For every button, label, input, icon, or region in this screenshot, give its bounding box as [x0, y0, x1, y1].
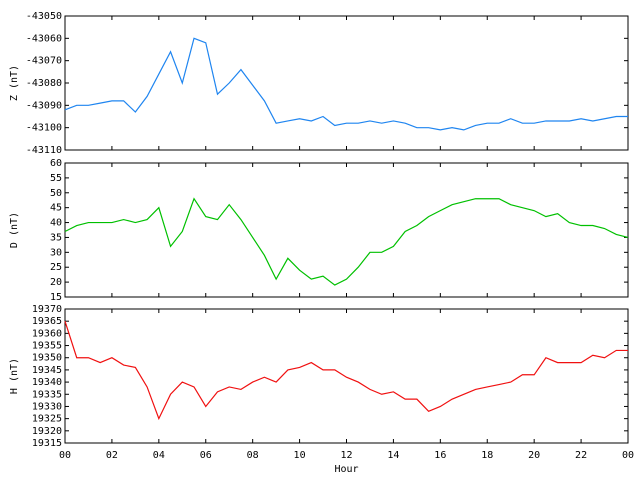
y-axis-label: D (nT): [9, 212, 20, 248]
y-tick-label: 30: [50, 247, 62, 258]
data-line: [64, 37, 628, 131]
panel-frame: [64, 15, 629, 151]
x-tick-label: 20: [528, 450, 540, 461]
x-tick-label: 06: [200, 450, 212, 461]
y-tick-label: 19330: [32, 401, 62, 412]
panel-frame: [64, 308, 629, 444]
y-tick-label: 19360: [32, 328, 62, 339]
y-tick-label: 19315: [32, 438, 62, 449]
y-axis-label: Z (nT): [9, 65, 20, 101]
y-tick-label: -43090: [26, 100, 62, 111]
y-tick-label: 19325: [32, 414, 62, 425]
y-tick-label: 50: [50, 188, 62, 199]
y-axis-label: H (nT): [9, 358, 20, 394]
x-tick-label: 16: [434, 450, 446, 461]
panel-frame: [64, 162, 629, 298]
x-axis-label: Hour: [334, 464, 358, 475]
y-tick-label: -43070: [26, 56, 62, 67]
y-tick-label: -43100: [26, 123, 62, 134]
y-tick-label: 19365: [32, 316, 62, 327]
x-tick-label: 02: [106, 450, 118, 461]
data-line: [64, 320, 628, 421]
x-tick-label: 18: [481, 450, 493, 461]
y-tick-label: 19370: [32, 304, 62, 315]
y-tick-label: 40: [50, 218, 62, 229]
y-tick-label: -43050: [26, 11, 62, 22]
y-tick-label: 45: [50, 203, 62, 214]
y-tick-label: 60: [50, 158, 62, 169]
x-tick-label: 00: [59, 450, 71, 461]
y-tick-label: 55: [50, 173, 62, 184]
y-tick-label: 25: [50, 262, 62, 273]
x-tick-label: 14: [387, 450, 399, 461]
y-tick-label: 19355: [32, 341, 62, 352]
y-tick-label: 35: [50, 232, 62, 243]
data-line: [64, 197, 629, 286]
y-tick-label: -43080: [26, 78, 62, 89]
y-tick-label: 19345: [32, 365, 62, 376]
x-tick-label: 10: [294, 450, 306, 461]
x-tick-label: 00: [622, 450, 634, 461]
x-tick-label: 04: [153, 450, 165, 461]
x-tick-label: 22: [575, 450, 587, 461]
y-tick-label: 19350: [32, 353, 62, 364]
y-tick-label: 19335: [32, 389, 62, 400]
x-tick-label: 12: [340, 450, 352, 461]
y-tick-label: 15: [50, 292, 62, 303]
y-tick-label: -43110: [26, 145, 62, 156]
y-tick-label: 20: [50, 277, 62, 288]
y-tick-label: 19340: [32, 377, 62, 388]
x-tick-label: 08: [247, 450, 259, 461]
y-tick-label: 19320: [32, 426, 62, 437]
y-tick-label: -43060: [26, 33, 62, 44]
